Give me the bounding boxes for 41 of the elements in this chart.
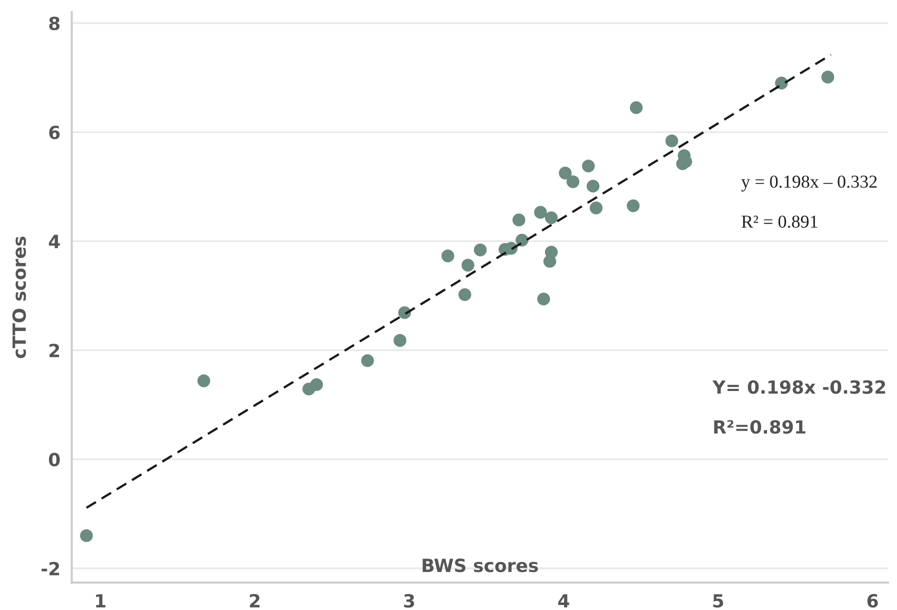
annotation: Y= 0.198x -0.332 (712, 380, 886, 394)
x-tick-label: 6 (867, 594, 878, 608)
point (512, 214, 526, 226)
y-axis-title: cTTO scores (12, 236, 26, 358)
y-tick-label: 2 (50, 344, 60, 358)
point (197, 374, 210, 388)
point (590, 202, 603, 214)
point (441, 250, 454, 262)
x-tick-label: 4 (558, 594, 570, 608)
y-tick-label: 6 (49, 126, 60, 140)
point (821, 70, 834, 84)
point (462, 258, 474, 272)
y-tick-label: 4 (48, 234, 60, 248)
point (474, 244, 487, 256)
point (665, 134, 678, 148)
point (544, 246, 558, 259)
y-tick-label: 8 (49, 16, 60, 30)
point (394, 334, 406, 347)
point (80, 529, 93, 542)
annotation: R² = 0.891 (742, 216, 818, 228)
x-tick-label: 2 (250, 594, 260, 608)
point (361, 354, 374, 368)
annotation: y = 0.198x – 0.332 (741, 176, 877, 192)
point (544, 211, 558, 224)
x-tick-label: 5 (713, 594, 724, 608)
point (630, 101, 643, 114)
point (458, 288, 472, 302)
point (537, 292, 550, 306)
y-tick-label: -2 (42, 562, 60, 576)
point (534, 206, 547, 219)
annotation: R²=0.891 (714, 420, 806, 434)
point (586, 180, 600, 193)
x-tick-label: 1 (96, 594, 106, 608)
y-tick-label: 0 (48, 452, 60, 466)
point (566, 175, 580, 188)
point (582, 160, 595, 172)
x-tick-label: 3 (404, 594, 414, 608)
point (558, 166, 572, 180)
x-axis-title: BWS scores (422, 558, 538, 572)
point (310, 378, 323, 392)
point (626, 199, 640, 212)
